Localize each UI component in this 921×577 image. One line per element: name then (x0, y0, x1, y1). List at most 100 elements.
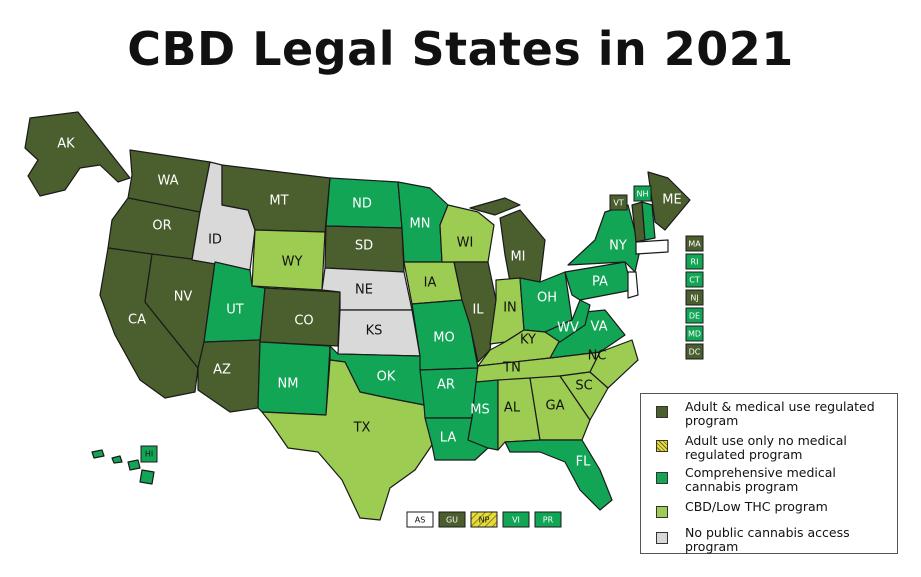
state-label-ME: ME (662, 193, 681, 208)
state-label-MO: MO (433, 331, 454, 346)
state-label-KY: KY (520, 333, 536, 348)
state-label-AZ: AZ (213, 363, 231, 378)
hawaii-label-box (140, 445, 158, 463)
state-box-label-NJ: NJ (690, 294, 698, 303)
state-label-WV: WV (557, 321, 579, 336)
state-label-KS: KS (366, 324, 383, 339)
legend-swatch-none (656, 532, 668, 544)
territory-label-GU: GU (446, 516, 458, 525)
state-label-ID: ID (208, 233, 222, 248)
state-box-MD (685, 325, 704, 342)
state-IL (453, 261, 497, 363)
state-label-AK: AK (57, 137, 75, 152)
state-label-AL: AL (504, 401, 521, 416)
state-labels: AK WA OR CA NV ID MT WY UT AZ CO NM ND SD NE KS OK TX MN IA… (57, 137, 681, 470)
legend-label-adult_medical: Adult & medical use regulated program (685, 399, 875, 428)
state-box-DC (685, 343, 704, 360)
legend: Adult & medical use regulated program Adu… (640, 393, 898, 554)
state-label-MS: MS (470, 403, 489, 418)
state-box-label-RI: RI (691, 258, 699, 267)
state-WI (439, 204, 495, 263)
legend-swatch-adult_medical (656, 406, 668, 418)
state-label-IN: IN (503, 301, 517, 316)
state-label-TX: TX (353, 421, 371, 436)
state-label-NV: NV (174, 290, 193, 305)
state-ME (647, 171, 691, 231)
state-NH-shape (641, 201, 656, 241)
state-label-WI: WI (457, 236, 474, 251)
legend-swatch-cbd_low_thc (656, 506, 668, 518)
state-box-NJ (685, 289, 704, 306)
state-label-HI: HI (145, 450, 153, 459)
state-label-NE: NE (355, 283, 373, 298)
map-title: CBD Legal States in 2021 (127, 22, 794, 76)
state-label-OR: OR (152, 219, 171, 234)
state-box-NH (633, 185, 652, 202)
state-label-PA: PA (592, 275, 608, 290)
territory-box-NP (470, 511, 498, 528)
state-label-FL: FL (576, 455, 591, 470)
legend-label-comprehensive: Comprehensive medical cannabis program (685, 465, 836, 494)
state-box-label-DC: DC (689, 348, 701, 357)
state-box-MA (685, 235, 704, 252)
legend-swatch-comprehensive (656, 472, 668, 484)
state-box-label-CT: CT (689, 276, 700, 285)
state-box-VT (609, 194, 628, 211)
state-box-label-VT: VT (613, 199, 623, 208)
state-WV (544, 299, 591, 343)
state-label-CO: CO (294, 314, 313, 329)
territory-label-NP: NP (479, 516, 490, 525)
state-box-RI (685, 253, 704, 270)
state-HI (91, 449, 155, 485)
state-label-NY: NY (609, 239, 627, 254)
state-label-IA: IA (424, 276, 437, 291)
territory-box-AS (406, 511, 434, 528)
state-label-MT: MT (269, 194, 288, 209)
state-label-WA: WA (157, 174, 178, 189)
state-label-ND: ND (352, 197, 372, 212)
state-box-label-MD: MD (688, 330, 701, 339)
state-label-MN: MN (410, 217, 431, 232)
state-box-label-MA: MA (688, 240, 701, 249)
state-box-CT (685, 271, 704, 288)
northeast-small-state-boxes: VT NH MA RI CT NJ DE MD DC (609, 185, 704, 360)
state-label-UT: UT (226, 303, 244, 318)
territory-label-PR: PR (543, 516, 554, 525)
state-label-NM: NM (278, 377, 299, 392)
state-label-CA: CA (128, 313, 146, 328)
state-label-IL: IL (472, 303, 484, 318)
territory-label-VI: VI (512, 516, 520, 525)
state-label-TN: TN (502, 361, 521, 376)
territory-box-GU (438, 511, 466, 528)
state-box-label-NH: NH (637, 190, 649, 199)
state-TX (261, 359, 433, 521)
state-label-NC: NC (588, 349, 607, 364)
territory-boxes: AS GU NP VI PR (406, 511, 562, 528)
state-label-SD: SD (355, 239, 373, 254)
state-MA-shape (635, 239, 669, 255)
legend-label-none: No public cannabis access program (685, 525, 850, 554)
state-NC (589, 339, 639, 389)
state-AK (24, 111, 131, 197)
state-PA (564, 261, 633, 301)
state-label-AR: AR (437, 378, 455, 393)
state-GA (529, 375, 591, 441)
state-label-OK: OK (377, 370, 396, 385)
state-box-label-DE: DE (689, 312, 700, 321)
legend-label-cbd_low_thc: CBD/Low THC program (685, 499, 828, 514)
territory-box-VI (502, 511, 530, 528)
state-label-VA: VA (591, 320, 608, 335)
state-NJ-shape (627, 271, 639, 299)
state-NY (567, 204, 641, 273)
state-label-OH: OH (537, 291, 557, 306)
state-label-MI: MI (510, 250, 525, 265)
state-label-WY: WY (282, 255, 303, 270)
state-label-GA: GA (546, 399, 565, 414)
state-box-DE (685, 307, 704, 324)
state-label-LA: LA (440, 431, 457, 446)
territory-box-PR (534, 511, 562, 528)
state-label-SC: SC (575, 379, 592, 394)
legend-label-adult_only: Adult use only no medical regulated prog… (685, 433, 847, 462)
state-FL (504, 439, 613, 511)
